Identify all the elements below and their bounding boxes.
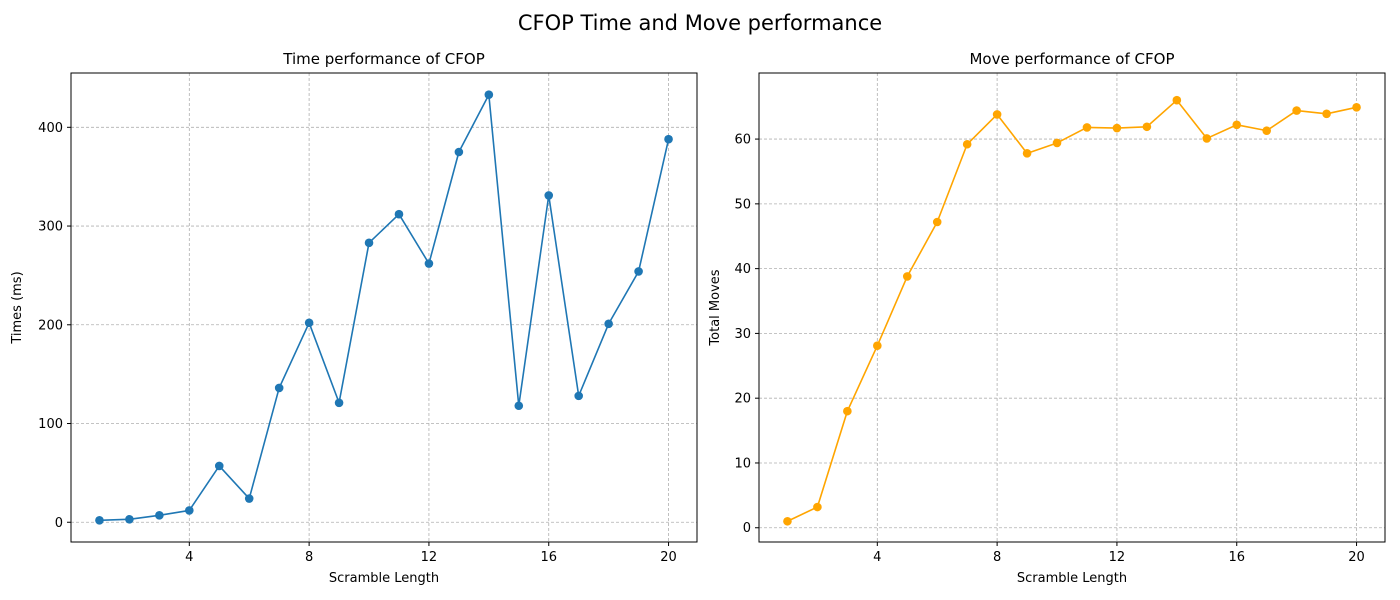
x-tick-label: 16 (540, 550, 557, 565)
data-point (1022, 149, 1032, 158)
y-axis-label: Total Moves (708, 269, 723, 346)
data-point (185, 506, 194, 515)
x-tick-label: 20 (660, 550, 677, 565)
data-point (244, 494, 254, 503)
data-point (484, 90, 494, 100)
data-point (544, 191, 554, 200)
data-point (1292, 106, 1301, 115)
data-point (1142, 122, 1152, 132)
chart-title: Time performance of CFOP (282, 50, 485, 68)
data-point (664, 134, 673, 144)
data-point (992, 110, 1002, 119)
x-tick-label: 20 (1348, 550, 1365, 565)
x-tick-label: 4 (873, 550, 881, 565)
plot-frame (758, 72, 1386, 543)
y-tick-label: 200 (38, 318, 63, 333)
x-tick-label: 12 (1109, 550, 1126, 565)
data-point (155, 511, 164, 520)
x-tick-label: 4 (185, 550, 193, 565)
x-tick-label: 8 (305, 550, 313, 565)
data-point (1112, 123, 1122, 133)
x-tick-label: 12 (421, 550, 438, 565)
y-tick-label: 0 (55, 516, 63, 531)
data-point (813, 502, 822, 512)
y-tick-label: 0 (743, 521, 751, 536)
x-tick-label: 8 (993, 550, 1001, 565)
data-point (604, 319, 613, 329)
data-point (962, 139, 972, 149)
data-point (304, 318, 314, 328)
data-point (1232, 120, 1242, 130)
plot-frame (70, 72, 698, 543)
data-point (1052, 138, 1062, 148)
y-tick-label: 100 (38, 417, 63, 432)
figure-title: CFOP Time and Move performance (518, 11, 882, 35)
data-point (1082, 123, 1092, 132)
x-axis-label: Scramble Length (1017, 571, 1127, 586)
data-point (574, 391, 583, 401)
y-tick-label: 20 (734, 392, 751, 407)
move-performance-chart: 4 8 12 16 20 0 10 20 30 40 50 60 Move performance of… (708, 50, 1386, 586)
data-point (843, 406, 852, 416)
data-point (902, 272, 912, 281)
data-point (364, 238, 374, 248)
data-point (873, 341, 882, 351)
y-tick-label: 30 (734, 327, 751, 342)
data-point (394, 209, 404, 219)
data-point (932, 217, 942, 227)
y-tick-label: 40 (734, 262, 751, 277)
data-point (1322, 109, 1331, 119)
data-point (214, 461, 224, 471)
y-axis-label: Times (ms) (10, 271, 25, 344)
data-point (1262, 126, 1271, 135)
x-tick-label: 16 (1228, 550, 1245, 565)
y-tick-label: 10 (734, 456, 751, 471)
y-tick-label: 400 (38, 121, 63, 136)
data-point (125, 514, 134, 524)
series-line (99, 93, 670, 522)
data-point (783, 516, 792, 526)
data-point (1352, 103, 1361, 112)
data-point (424, 259, 434, 268)
data-point (95, 515, 104, 525)
x-axis-label: Scramble Length (329, 571, 439, 586)
y-tick-label: 50 (734, 197, 751, 212)
data-point (334, 398, 344, 408)
y-tick-label: 300 (38, 220, 63, 235)
data-point (454, 147, 464, 157)
y-tick-label: 60 (734, 133, 751, 148)
data-point (1202, 134, 1212, 143)
series-line (787, 99, 1357, 522)
data-point (514, 401, 524, 411)
chart-title: Move performance of CFOP (969, 50, 1174, 68)
data-point (274, 383, 284, 393)
data-point (1172, 95, 1182, 105)
data-point (634, 267, 643, 276)
